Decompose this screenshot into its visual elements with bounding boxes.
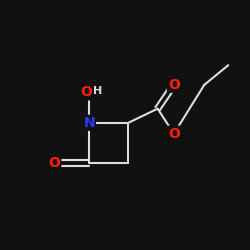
Text: N: N bbox=[83, 116, 95, 130]
Text: O: O bbox=[48, 156, 60, 170]
Text: O: O bbox=[80, 86, 92, 100]
Text: O: O bbox=[168, 127, 180, 141]
Text: H: H bbox=[93, 86, 102, 96]
Text: O: O bbox=[168, 78, 180, 92]
